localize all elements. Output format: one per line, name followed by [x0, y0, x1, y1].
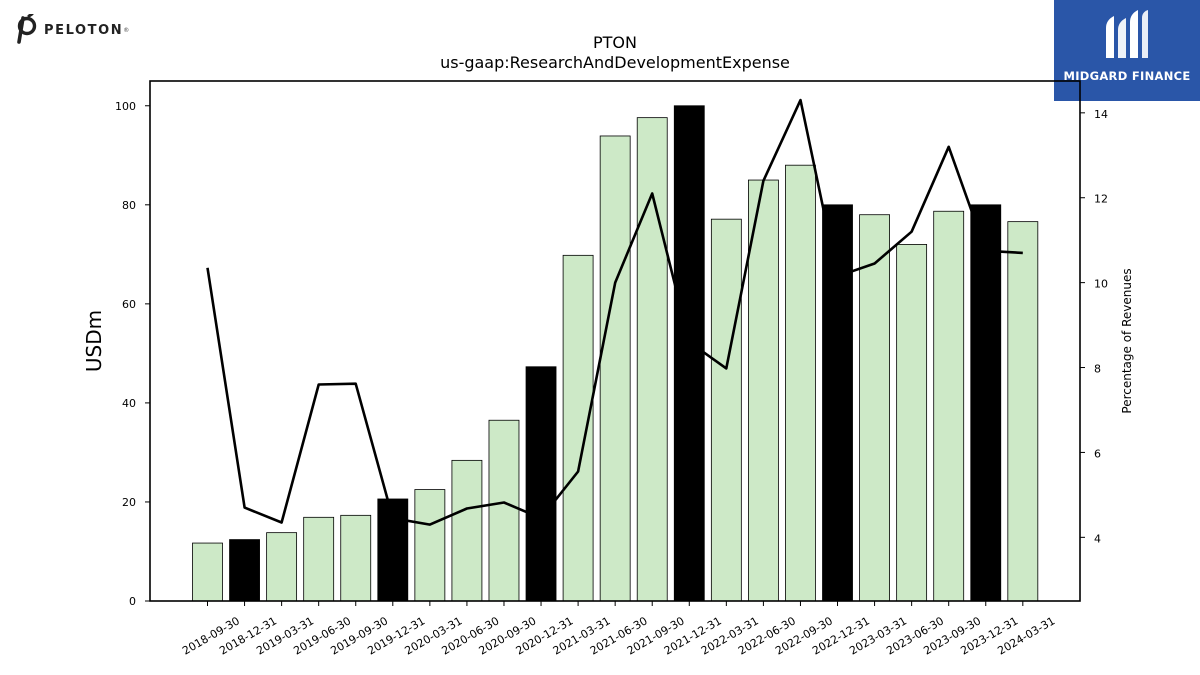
registered-mark: ®	[123, 26, 130, 34]
y-axis-title: USDm	[82, 310, 106, 372]
y2-tick-label-4: 4	[1094, 532, 1101, 545]
bar-2023-12-31	[970, 204, 1002, 602]
peloton-p-icon	[17, 14, 37, 44]
peloton-wordmark: PELOTON	[44, 22, 124, 38]
y-tick-label-0: 0	[129, 595, 136, 608]
bar-2021-06-30	[599, 135, 631, 602]
bar-2019-03-31	[266, 532, 298, 602]
bar-2021-12-31	[673, 105, 705, 602]
bar-2022-09-30	[785, 164, 816, 602]
bar-2018-12-31	[229, 539, 260, 602]
y-tick-label-60: 60	[122, 298, 136, 311]
chart-subtitle: us-gaap:ResearchAndDevelopmentExpense	[440, 53, 790, 72]
bar-2020-09-30	[488, 419, 520, 602]
y-axis-right: 4 6 8 10 12 14	[1080, 108, 1108, 545]
y-tick-label-100: 100	[115, 100, 136, 113]
midgard-finance-logo: MIDGARD FINANCE	[1054, 0, 1200, 101]
midgard-m-icon	[1106, 10, 1148, 58]
bar-2022-06-30	[748, 179, 779, 602]
midgard-wordmark: MIDGARD FINANCE	[1063, 69, 1191, 83]
bar-2023-03-31	[859, 214, 890, 602]
y-tick-label-40: 40	[122, 397, 136, 410]
bar-2021-03-31	[562, 254, 594, 602]
bar-2023-09-30	[933, 210, 965, 602]
bar-2022-12-31	[822, 204, 853, 602]
y2-tick-label-14: 14	[1094, 108, 1108, 121]
chart-title: PTON	[593, 33, 637, 52]
y2-tick-label-6: 6	[1094, 447, 1101, 460]
percentage-line	[206, 98, 1023, 526]
x-axis: 2018-09-302018-12-312019-03-312019-06-30…	[180, 601, 1057, 658]
bar-2019-06-30	[303, 516, 335, 602]
y-tick-label-20: 20	[122, 496, 136, 509]
bar-series	[192, 105, 1039, 602]
y2-axis-title: Percentage of Revenues	[1120, 268, 1134, 413]
bar-2022-03-31	[710, 218, 742, 602]
bar-2019-09-30	[340, 514, 372, 602]
bar-2020-06-30	[451, 459, 483, 602]
bar-2021-09-30	[636, 117, 668, 602]
bar-2018-09-30	[192, 542, 223, 602]
y2-tick-label-8: 8	[1094, 363, 1101, 376]
y2-tick-label-10: 10	[1094, 278, 1108, 291]
bar-2020-12-31	[525, 366, 557, 602]
bar-2024-03-31	[1007, 221, 1039, 602]
bar-2023-06-30	[896, 244, 928, 602]
bar-2020-03-31	[414, 489, 446, 602]
peloton-logo: PELOTON ®	[14, 14, 129, 46]
y2-tick-label-12: 12	[1094, 193, 1108, 206]
y-axis-left: 0 20 40 60 80 100	[115, 100, 150, 608]
percentage-line-series	[206, 98, 1023, 526]
y-tick-label-80: 80	[122, 199, 136, 212]
